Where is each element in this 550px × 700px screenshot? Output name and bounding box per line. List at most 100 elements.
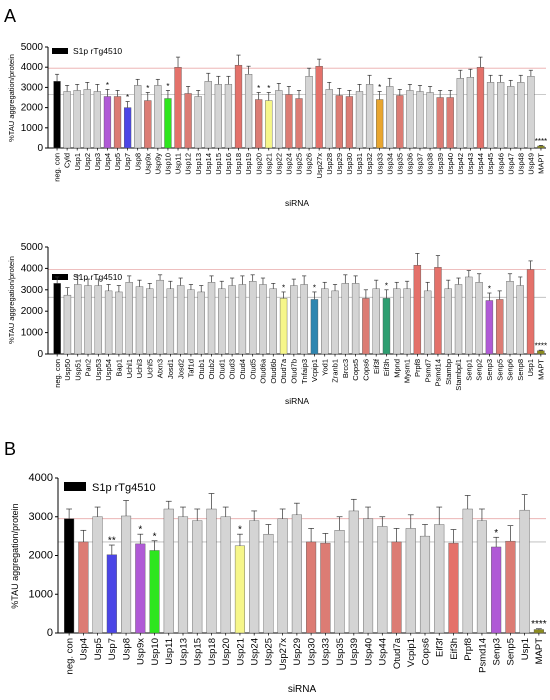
bar-cops6 — [419, 535, 431, 634]
y-tick-label: 2000 — [29, 550, 53, 562]
bar-usp26 — [305, 76, 313, 149]
bar-otud7a — [279, 298, 288, 355]
bar-senp5 — [505, 540, 516, 634]
x-tick-label: Usp1 — [73, 153, 82, 171]
x-tick-label: Vcpip1 — [310, 359, 319, 382]
bar-psmd14 — [476, 520, 487, 634]
significance-label: * — [267, 84, 270, 93]
bar-brcc3 — [341, 283, 350, 355]
bar-usp37 — [416, 91, 424, 149]
bar-usp15 — [192, 520, 203, 634]
bar-usp25 — [295, 98, 303, 149]
significance-label: * — [106, 81, 109, 90]
x-tick-label: Usp13 — [178, 638, 189, 665]
bar-usp53 — [94, 285, 103, 355]
bar-usp5 — [113, 96, 122, 149]
bar-pan2 — [84, 285, 92, 355]
x-tick-label: Usp7 — [123, 153, 132, 171]
legend-label: S1p rTg4510 — [73, 46, 122, 56]
x-tick-label: Josd2 — [176, 359, 185, 379]
bar-usp22 — [275, 90, 283, 149]
x-tick-label: Usp25 — [295, 153, 304, 175]
bar-eif3f — [434, 524, 445, 634]
x-tick-label: Usp53 — [94, 359, 103, 381]
y-tick-label: 2000 — [21, 103, 44, 114]
bar-usp40 — [363, 518, 374, 634]
x-tick-label: Usp4 — [103, 153, 112, 171]
bar-psmd14 — [434, 267, 442, 355]
bar-usp4 — [103, 96, 112, 149]
y-tick-label: 3000 — [29, 511, 53, 523]
x-tick-label: MAPT — [537, 153, 546, 174]
bar-usp1 — [73, 90, 81, 149]
legend-label: S1p rTg4510 — [73, 272, 122, 282]
bar-usp30 — [345, 96, 354, 149]
x-tick-label: Usp1 — [526, 359, 535, 377]
bar-usp33 — [376, 99, 384, 149]
bar-otud3 — [228, 285, 236, 355]
bar-mpnd — [393, 288, 401, 355]
significance-label: * — [238, 525, 242, 536]
x-tick-label: Usp49 — [527, 153, 536, 175]
x-tick-label: Psmd14 — [477, 638, 488, 673]
x-tick-label: Usp14 — [204, 153, 213, 175]
x-tick-label: Otub1 — [197, 359, 206, 379]
x-tick-label: Usp38 — [426, 153, 435, 175]
bar-usp13 — [177, 516, 189, 634]
x-tick-label: Mpnd — [392, 359, 401, 378]
bar-usp5 — [92, 516, 103, 634]
bar-usp1 — [519, 509, 530, 634]
bar-usp29 — [291, 514, 302, 634]
bar-usp49 — [527, 76, 535, 149]
bar-prpf8 — [413, 264, 422, 355]
y-axis-label: %TAU aggregation/protein — [7, 54, 16, 142]
bar-senp8 — [516, 285, 524, 355]
x-tick-label: Tnfaip3 — [300, 359, 309, 384]
bar-usp40 — [446, 97, 454, 149]
x-axis-label: siRNA — [285, 198, 309, 208]
x-tick-label: Cops5 — [351, 359, 360, 381]
x-tick-label: Cops6 — [420, 638, 431, 665]
significance-label: * — [488, 285, 491, 294]
bar-usp18 — [206, 508, 217, 634]
bar-senp6 — [506, 281, 514, 355]
bar-usp7 — [123, 107, 132, 149]
bar-usp28 — [325, 89, 333, 149]
x-tick-label: Prpf8 — [413, 359, 422, 377]
bar-otud1 — [218, 288, 226, 355]
bar-usp11 — [174, 66, 182, 149]
legend-swatch — [52, 274, 68, 280]
significance-label: **** — [535, 137, 547, 146]
x-tick-label: Usp18 — [234, 153, 243, 175]
legend-swatch — [52, 48, 68, 54]
x-tick-label: Usp32 — [365, 153, 374, 175]
x-tick-label: Usp46 — [496, 153, 505, 175]
bar-usp4 — [78, 541, 89, 634]
bar-stambp — [444, 288, 452, 355]
x-tick-label: Eif3h — [449, 638, 460, 660]
x-tick-label: Usp45 — [486, 153, 495, 175]
bar-otud7a — [391, 541, 402, 634]
bar-usp15 — [214, 84, 222, 149]
panel-label-b: B — [4, 439, 16, 459]
x-tick-label: Prpf8 — [463, 638, 474, 661]
x-tick-label: Otud6b — [269, 359, 278, 384]
y-tick-label: 0 — [37, 143, 43, 154]
x-tick-label: Zranb1 — [331, 359, 340, 383]
x-tick-label: Usp51 — [73, 359, 82, 381]
x-tick-label: Usp11 — [164, 638, 175, 665]
x-tick-label: Senp2 — [475, 359, 484, 381]
x-tick-label: Usp37 — [416, 153, 425, 175]
x-tick-label: Usp24 — [250, 638, 261, 665]
x-tick-label: Usp42 — [456, 153, 465, 175]
x-axis-label: siRNA — [285, 396, 309, 406]
x-tick-label: Usp26 — [305, 153, 314, 175]
chart-a-bottom: 0 1000 2000 3000 4000 5000 %TAU aggregation/pr… — [7, 242, 547, 406]
bar-usp11 — [163, 508, 174, 634]
x-tick-label: Vcpip1 — [406, 638, 417, 667]
x-tick-label: Usp22 — [274, 153, 283, 175]
x-tick-label: Usp27x — [315, 153, 324, 179]
significance-label: * — [166, 82, 169, 91]
x-tick-label: Cyld — [63, 153, 72, 168]
bar-usp8 — [121, 515, 132, 634]
